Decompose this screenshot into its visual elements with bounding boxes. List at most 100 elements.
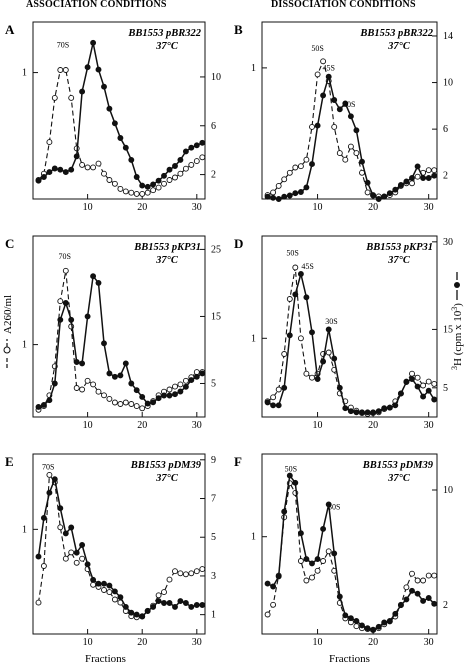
data-point-open [414,173,421,180]
panel-letter: B [234,22,243,37]
data-point-filled [297,271,304,277]
data-point-filled [331,97,338,103]
data-point-open [101,170,107,177]
data-point-filled [172,391,178,398]
plot-frame [261,453,438,635]
data-point-filled [188,603,195,610]
right-tick-label: 6 [211,121,216,132]
data-point-open [431,380,438,387]
data-point-filled [336,106,343,113]
data-point-filled [403,178,410,185]
data-point-open [128,401,135,407]
peak-label: 70S [58,252,70,261]
data-point-filled [364,179,371,186]
panel-b: B BB1553 pBR322 37°C 10 20 30 1 2 6 10 14 50S 45S 30S [234,21,453,213]
data-point-filled [90,39,97,46]
data-point-filled [62,169,69,176]
right-tick-label: 15 [443,324,453,335]
data-point-open [117,401,124,407]
data-point-filled [84,313,91,320]
data-point-open [101,392,107,399]
data-point-open [73,385,80,391]
data-point-filled [199,139,206,146]
data-point-filled [101,340,107,347]
data-point-open [90,381,97,388]
data-point-open [155,184,162,191]
data-point-open [51,94,58,101]
data-point-open [68,549,75,556]
panel-f: F BB1553 pDM39 37°C 10 20 30 1 2 10 50S 30S [234,453,453,648]
header-association: ASSOCIATION CONDITIONS [26,0,167,10]
data-point-open [79,161,86,168]
panel-letter: F [234,454,242,469]
data-point-filled [286,472,293,479]
data-point-filled [133,174,140,180]
data-point-open [270,189,277,196]
caption-strain: BB1553 pDM39 [130,460,202,471]
data-point-open [325,548,332,555]
data-point-filled [320,358,327,365]
left-tick-label: 1 [251,63,256,74]
data-point-filled [193,142,200,149]
data-point-open [409,570,415,577]
data-point-filled [425,175,432,181]
right-tick-label: 5 [211,532,216,543]
data-point-filled [397,390,404,397]
data-point-filled [325,501,332,508]
data-point-filled [166,600,173,606]
data-point-open [122,188,129,195]
data-point-open [95,388,102,395]
header-dissociation: DISSOCIATION CONDITIONS [271,0,416,10]
data-point-open [161,589,167,596]
data-point-filled [431,396,438,403]
data-point-filled [133,387,140,394]
data-point-filled [144,183,151,190]
data-point-filled [79,88,86,95]
data-point-filled [128,609,135,616]
data-point-open [79,555,86,562]
data-point-open [297,163,304,170]
data-point-filled [381,619,388,626]
data-point-filled [155,177,162,184]
data-point-filled [166,166,173,173]
x-tick-label: 20 [368,420,378,431]
right-tick-label: 10 [211,72,221,83]
data-point-filled [166,392,173,399]
data-point-filled [353,127,360,134]
plot-frame [32,21,206,200]
right-axis-label: 3H (cpm x 103) [450,272,464,370]
x-tick-label: 10 [313,637,323,648]
data-point-filled [182,600,189,606]
data-point-open [106,395,113,402]
data-point-filled [342,100,349,107]
data-point-open [303,577,310,584]
x-tick-label: 20 [137,637,147,648]
data-point-filled [199,370,206,377]
data-point-filled [172,163,178,169]
data-point-open [172,174,178,181]
data-point-filled [381,193,388,200]
data-point-filled [353,618,360,624]
peak-label: 50S [286,249,298,258]
data-point-open [420,382,427,389]
data-point-filled [40,514,47,521]
data-point-open [336,150,343,157]
data-point-filled [51,165,58,172]
peak-label: 50S [285,465,297,474]
data-point-filled [172,603,178,610]
x-tick-label: 30 [424,202,434,213]
data-point-filled [314,122,321,129]
series-a260-line [267,267,435,415]
data-point-open [133,190,140,197]
data-point-open [275,386,282,393]
data-point-filled [79,360,86,367]
data-point-filled [309,329,315,336]
data-point-open [128,189,135,196]
data-point-filled [403,596,410,603]
data-point-filled [144,400,151,407]
right-tick-label: 7 [211,494,216,505]
data-point-open [139,190,146,197]
x-tick-label: 30 [192,420,202,431]
data-point-open [292,264,299,271]
right-tick-label: 14 [443,31,453,42]
